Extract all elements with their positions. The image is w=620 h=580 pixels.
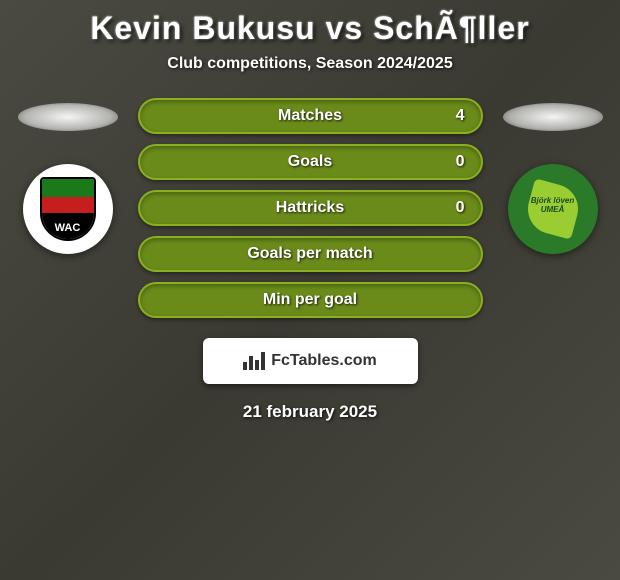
fctables-label: FcTables.com	[271, 352, 377, 370]
main-row: WAC Matches 4 Goals 0 Hattricks 0 Goals per ma…	[0, 98, 620, 318]
stat-value-right: 0	[456, 199, 465, 217]
page-title: Kevin Bukusu vs SchÃ¶ller	[0, 10, 620, 47]
stat-label: Min per goal	[263, 291, 357, 309]
date-text: 21 february 2025	[0, 402, 620, 422]
wac-stripe-red	[42, 197, 94, 213]
stat-bar: Goals 0	[138, 144, 483, 180]
stat-bar: Goals per match	[138, 236, 483, 272]
subtitle: Club competitions, Season 2024/2025	[0, 55, 620, 73]
stat-bar: Matches 4	[138, 98, 483, 134]
wac-shield-icon: WAC	[40, 177, 96, 241]
stat-bar: Hattricks 0	[138, 190, 483, 226]
stat-label: Hattricks	[276, 199, 344, 217]
left-player-column: WAC	[18, 98, 118, 254]
stat-label: Matches	[278, 107, 342, 125]
comparison-container: Kevin Bukusu vs SchÃ¶ller Club competiti…	[0, 0, 620, 432]
stat-label: Goals	[288, 153, 332, 171]
right-player-silhouette	[503, 103, 603, 131]
right-club-badge: Björk löven UMEÅ	[508, 164, 598, 254]
stat-label: Goals per match	[247, 245, 372, 263]
stat-value-right: 4	[456, 107, 465, 125]
bar-4	[261, 352, 265, 370]
bar-3	[255, 360, 259, 370]
left-club-badge: WAC	[23, 164, 113, 254]
stat-value-right: 0	[456, 153, 465, 171]
bjork-badge-icon: Björk löven UMEÅ	[523, 179, 583, 239]
bjork-badge-text: Björk löven UMEÅ	[531, 197, 575, 215]
bar-1	[243, 362, 247, 370]
fctables-attribution[interactable]: FcTables.com	[203, 338, 418, 384]
wac-stripe-green	[42, 179, 94, 197]
bar-2	[249, 356, 253, 370]
bar-chart-icon	[243, 352, 265, 370]
left-player-silhouette	[18, 103, 118, 131]
stats-column: Matches 4 Goals 0 Hattricks 0 Goals per match M…	[138, 98, 483, 318]
wac-stripe-black: WAC	[42, 213, 94, 241]
stat-bar: Min per goal	[138, 282, 483, 318]
right-player-column: Björk löven UMEÅ	[503, 98, 603, 254]
